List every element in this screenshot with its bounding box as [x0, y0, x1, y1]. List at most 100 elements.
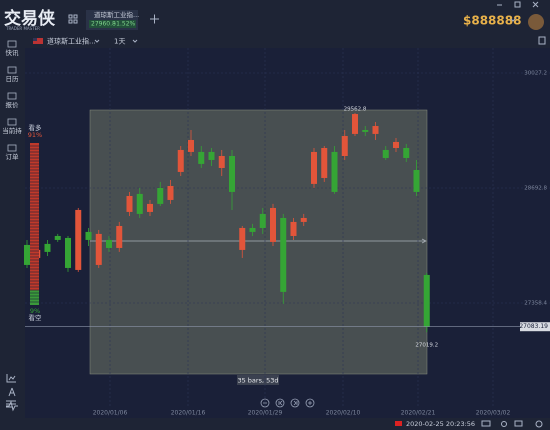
candle-body [352, 114, 358, 134]
y-tick-label: 28692.8 [524, 185, 547, 191]
tab-change: -1.52% [114, 21, 136, 28]
sidebar-label[interactable]: 当前持 [2, 126, 22, 135]
candle-body [65, 237, 71, 268]
candle-body [341, 136, 348, 157]
candle-body [311, 151, 317, 184]
x-tick-label: 2020/01/06 [93, 410, 128, 417]
balance-dropdown[interactable] [510, 18, 516, 22]
tool-chart[interactable] [6, 374, 16, 383]
grid-icon[interactable] [68, 14, 78, 24]
close[interactable] [532, 1, 539, 8]
measure-arrow [421, 238, 427, 244]
sidebar-label[interactable]: 报价 [6, 100, 20, 109]
logo-sub: TRADER MASTER [5, 26, 40, 31]
candle-body [147, 203, 153, 212]
candle-body [75, 209, 82, 270]
scroll-start[interactable] [275, 398, 285, 408]
range-label: 35 bars, 53d [237, 377, 278, 385]
tool-text[interactable] [8, 387, 16, 397]
candle-body [136, 193, 143, 214]
status-flag [395, 421, 402, 426]
toolbar-symbol[interactable]: 道琼斯工业指... [47, 37, 96, 46]
zoom-in[interactable] [305, 398, 315, 408]
sidebar-label[interactable]: 快讯 [6, 48, 20, 57]
x-tick-label: 2020/02/21 [401, 410, 436, 417]
candle-body [372, 126, 379, 134]
sidebar [0, 48, 25, 418]
toolbar-period[interactable]: 1天 [114, 38, 125, 46]
candle-body [280, 217, 287, 292]
avatar[interactable] [528, 14, 544, 30]
zoom-out[interactable] [260, 398, 270, 408]
y-tick-label: 27358.4 [524, 300, 547, 306]
x-tick-label: 2020/03/02 [476, 410, 511, 417]
logo: 交易侠 [4, 8, 56, 29]
status-icon-screen[interactable] [481, 420, 491, 427]
sidebar-icon [7, 118, 17, 126]
toolbar [0, 33, 550, 48]
candle-body [403, 147, 410, 158]
candle-body [321, 147, 328, 178]
add-tab[interactable] [150, 14, 159, 24]
tab-price: 27960.8 [91, 21, 116, 28]
candle-body [157, 187, 164, 204]
candle-body [259, 213, 266, 228]
sentiment-bar [30, 143, 39, 291]
candle-body [218, 156, 225, 168]
range-label-bg [237, 375, 279, 385]
symbol-dropdown[interactable] [94, 39, 100, 43]
sidebar-label[interactable]: 日历 [6, 75, 20, 83]
y-tick-label: 30027.2 [524, 70, 547, 76]
panel-toggle[interactable] [538, 36, 546, 45]
sentiment-bar [30, 290, 39, 305]
status-icon-camera[interactable] [501, 421, 507, 427]
candle-body [423, 274, 430, 327]
status-bar [0, 418, 550, 430]
candle-body [290, 221, 297, 236]
last-price-bg [520, 322, 550, 332]
status-icon-settings[interactable] [535, 420, 543, 428]
flag-icon [33, 38, 43, 44]
x-tick-label: 2020/01/16 [171, 410, 206, 417]
nav-buttons [260, 398, 315, 408]
candle-body [239, 227, 246, 250]
candle-body [85, 231, 92, 240]
status-icons [481, 420, 543, 428]
sidebar-icon [7, 40, 17, 48]
candle-body [331, 151, 338, 192]
candle-body [270, 207, 276, 242]
candle-body [95, 233, 102, 265]
balance: $888888 [463, 14, 521, 28]
candle-body [44, 243, 51, 252]
candle-body [126, 195, 133, 212]
scroll-end[interactable] [290, 398, 300, 408]
candle-body [382, 149, 389, 158]
plot: 2020/01/06 2020/01/16 2020/01/29 2020/02/10… [24, 48, 550, 417]
tool-wave[interactable] [6, 400, 18, 412]
period-dropdown[interactable] [132, 39, 138, 43]
x-tick-label: 2020/01/29 [248, 410, 283, 417]
candle-body [106, 239, 112, 248]
x-tick-label: 2020/02/10 [326, 410, 361, 417]
candle-body [167, 185, 174, 200]
maximize[interactable] [514, 1, 521, 8]
candle-body [208, 151, 215, 160]
candle-body [413, 169, 420, 192]
candle-body [24, 244, 30, 265]
candle-body [229, 156, 235, 192]
status-time: 2020-02-25 20:23:56 [406, 420, 475, 428]
low-label: 27019.2 [415, 343, 438, 349]
tool-menu[interactable] [6, 400, 16, 408]
candle-body [300, 217, 307, 222]
status-icon-video[interactable] [514, 420, 523, 427]
sidebar-icon [7, 144, 17, 152]
candle-body [249, 227, 256, 232]
high-label: 29562.8 [344, 107, 367, 113]
candle-body [177, 149, 184, 172]
range-selection[interactable] [89, 109, 428, 375]
tab-name: 道琼斯工业指... [94, 10, 139, 19]
sidebar-label[interactable]: 订单 [6, 152, 20, 161]
sentiment-label: 看多 [29, 123, 43, 132]
